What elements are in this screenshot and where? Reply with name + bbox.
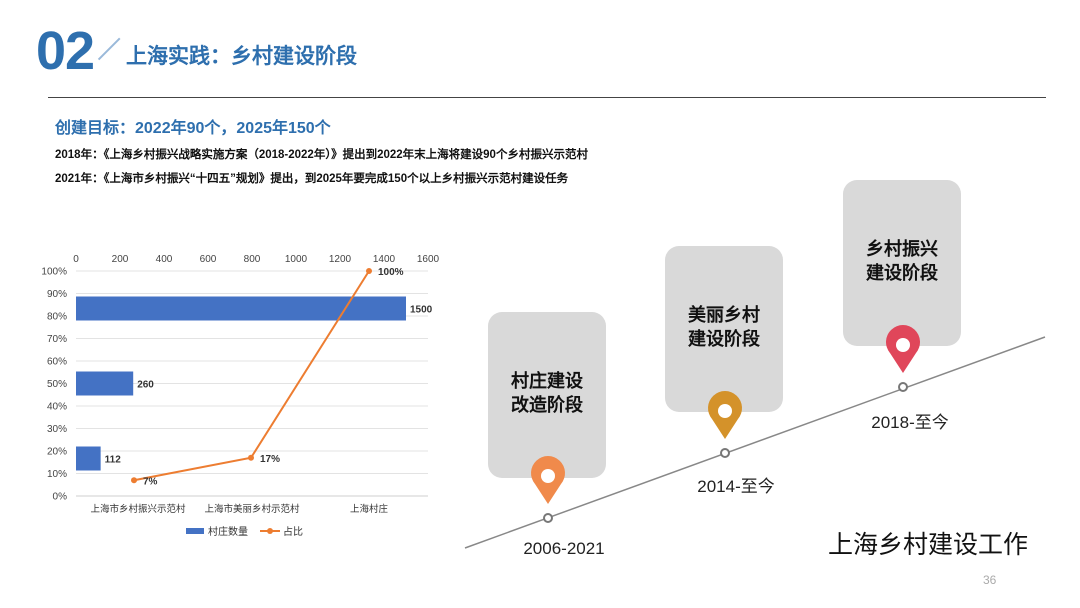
y-tick-label: 40% xyxy=(47,402,67,413)
timeline-node xyxy=(720,448,730,458)
stage-box xyxy=(665,246,783,412)
line-point xyxy=(248,454,254,461)
stage-title-line2: 改造阶段 xyxy=(511,394,584,415)
y-tick-label: 50% xyxy=(47,379,67,390)
line-value-label: 17% xyxy=(260,454,280,465)
x-tick-label: 0 xyxy=(73,254,79,265)
y-tick-label: 90% xyxy=(47,289,67,300)
pin-center xyxy=(896,338,910,352)
stage-title-line2: 建设阶段 xyxy=(866,262,939,283)
y-tick-label: 80% xyxy=(47,312,67,323)
timeline-node xyxy=(543,513,553,523)
section-title: 上海实践：乡村建设阶段 xyxy=(126,45,357,68)
bar-value-label: 1500 xyxy=(410,305,433,316)
stage-title-line1: 美丽乡村 xyxy=(688,304,760,325)
legend-label: 占比 xyxy=(283,525,303,538)
x-tick-label: 800 xyxy=(244,254,261,265)
legend-label: 村庄数量 xyxy=(208,525,248,538)
category-label: 上海村庄 xyxy=(350,503,389,515)
y-tick-label: 20% xyxy=(47,447,67,458)
bar-value-label: 260 xyxy=(137,380,154,391)
bar-value-label: 112 xyxy=(105,455,122,466)
category-label: 上海市乡村振兴示范村 xyxy=(90,503,186,515)
x-tick-label: 1600 xyxy=(417,254,440,265)
stage-box xyxy=(488,312,606,478)
pin-center xyxy=(718,404,732,418)
goal-heading: 创建目标：2022年90个，2025年150个 xyxy=(55,120,331,137)
page-number: 36 xyxy=(983,573,997,587)
section-number: 02 xyxy=(36,21,95,81)
stage-title-line1: 乡村振兴 xyxy=(866,238,938,259)
stage-period: 2018-至今 xyxy=(871,413,948,432)
timeline-axis xyxy=(464,336,1046,549)
x-tick-label: 1000 xyxy=(285,254,308,265)
pin-center xyxy=(541,469,555,483)
bar xyxy=(76,371,134,396)
header-rule xyxy=(48,97,1046,98)
legend-line-marker xyxy=(267,528,273,534)
y-tick-label: 60% xyxy=(47,357,67,368)
stage-title-line1: 村庄建设 xyxy=(511,370,583,391)
timeline-caption: 上海乡村建设工作 xyxy=(828,531,1028,559)
x-tick-label: 1400 xyxy=(373,254,396,265)
line-value-label: 100% xyxy=(378,267,404,278)
bar xyxy=(76,446,101,471)
policy-2021: 2021年：《上海市乡村振兴“十四五”规划》提出，到2025年要完成150个以上… xyxy=(55,173,569,185)
line-point xyxy=(366,268,372,274)
timeline-node xyxy=(898,382,908,392)
stage-period: 2014-至今 xyxy=(697,477,774,496)
x-tick-label: 600 xyxy=(200,254,217,265)
legend-bar-swatch xyxy=(186,528,204,534)
category-label: 上海市美丽乡村示范村 xyxy=(204,503,300,515)
x-tick-label: 200 xyxy=(112,254,129,265)
stage-box xyxy=(843,180,961,346)
y-tick-label: 30% xyxy=(47,424,67,435)
x-tick-label: 1200 xyxy=(329,254,352,265)
line-value-label: 7% xyxy=(143,476,158,487)
y-tick-label: 100% xyxy=(41,267,67,278)
y-tick-label: 10% xyxy=(47,469,67,480)
x-tick-label: 400 xyxy=(156,254,173,265)
y-tick-label: 70% xyxy=(47,334,67,345)
stage-title-line2: 建设阶段 xyxy=(688,328,761,349)
policy-2018: 2018年：《上海乡村振兴战略实施方案（2018-2022年）》提出到2022年… xyxy=(55,149,588,161)
stage-period: 2006-2021 xyxy=(523,539,604,558)
y-tick-label: 0% xyxy=(53,492,68,503)
line-point xyxy=(131,477,137,484)
